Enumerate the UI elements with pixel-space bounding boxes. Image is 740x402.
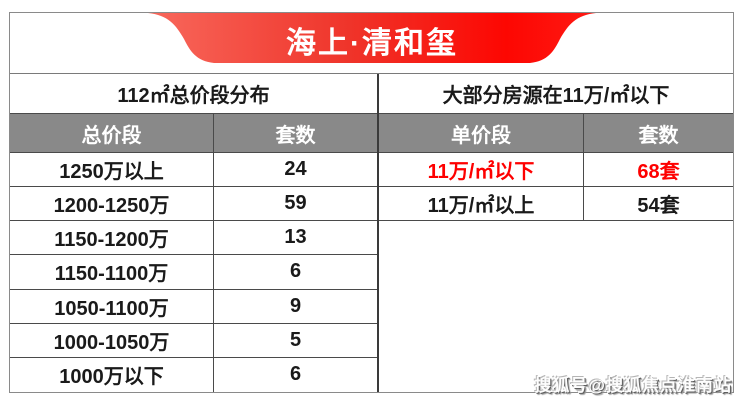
unit-price-table: 大部分房源在11万/㎡以下 单价段 套数 11万/㎡以下 68套 11万/㎡以上… (379, 74, 733, 392)
column-header-unit-price-count: 套数 (584, 114, 733, 153)
unit-price-table-title: 大部分房源在11万/㎡以下 (379, 74, 733, 114)
total-price-table-title: 112㎡总价段分布 (10, 74, 377, 114)
table-cell-count: 13 (214, 221, 377, 256)
table-cell-count: 5 (214, 323, 377, 358)
column-header-total-price-count: 套数 (214, 114, 377, 153)
table-cell-range-highlight: 11万/㎡以下 (379, 153, 584, 187)
table-cell-range: 1150-1100万 (10, 255, 214, 290)
banner-band: 海上·清和玺 (10, 13, 733, 73)
table-cell-range: 1000万以下 (10, 357, 214, 392)
table-cell-range: 1150-1200万 (10, 221, 214, 256)
table-cell-count: 54套 (584, 187, 733, 221)
column-header-unit-price-range: 单价段 (379, 114, 584, 153)
table-cell-count: 6 (214, 255, 377, 290)
red-ribbon-shape (148, 13, 596, 63)
table-cell-count-highlight: 68套 (584, 153, 733, 187)
sohu-watermark: 搜狐号@搜狐焦点淮南站 (534, 376, 732, 395)
table-cell-count: 59 (214, 187, 377, 222)
table-cell-range: 1050-1100万 (10, 289, 214, 324)
table-cell-range: 11万/㎡以上 (379, 187, 584, 221)
table-cell-range: 1200-1250万 (10, 187, 214, 222)
project-title: 海上·清和玺 (286, 27, 458, 60)
total-price-table: 112㎡总价段分布 总价段 套数 1250万以上 24 1200-1250万 5… (10, 74, 379, 392)
table-cell-range: 1000-1050万 (10, 323, 214, 358)
column-header-total-price-range: 总价段 (10, 114, 214, 153)
table-cell-range: 1250万以上 (10, 153, 214, 188)
table-cell-count: 6 (214, 357, 377, 392)
table-cell-count: 9 (214, 289, 377, 324)
empty-merged-cell (379, 221, 733, 392)
content-frame: 海上·清和玺 112㎡总价段分布 总价段 套数 1250万以上 24 1200-… (9, 12, 734, 393)
tables-area: 112㎡总价段分布 总价段 套数 1250万以上 24 1200-1250万 5… (10, 73, 733, 392)
table-cell-count: 24 (214, 153, 377, 188)
